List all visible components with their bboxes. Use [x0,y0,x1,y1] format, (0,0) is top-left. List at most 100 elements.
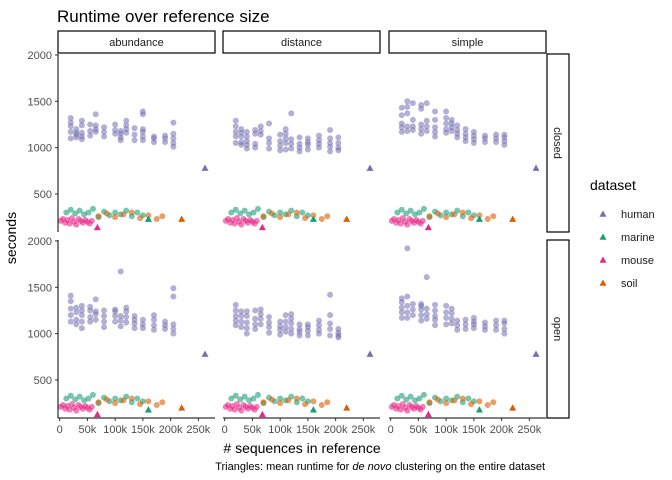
point-marine [72,210,79,217]
point-human [131,313,138,320]
point-human [131,325,138,332]
point-human [288,110,295,117]
point-marine [416,209,423,216]
point-human [252,127,259,134]
point-human [73,309,80,316]
x-tick-label: 250k [517,424,541,436]
point-human [327,127,334,134]
point-human [67,119,74,126]
point-human [315,137,322,144]
point-human [282,312,289,319]
point-mouse [419,217,426,224]
point-marine [277,395,284,402]
y-axis-label: seconds [3,212,19,264]
point-soil [153,402,160,409]
point-human [418,101,425,108]
point-human [418,130,425,137]
point-human [282,318,289,325]
point-human [304,332,311,339]
point-human [398,309,405,316]
triangle-mouse [93,223,101,231]
point-human [454,317,461,324]
point-soil [426,213,433,220]
point-human [404,245,411,252]
point-human [252,315,259,322]
point-human [117,313,124,320]
panel-abundance-open [57,268,209,418]
point-human [443,321,450,328]
x-tick-label: 100k [434,424,458,436]
point-marine [72,396,79,403]
point-human [266,140,273,146]
point-human [335,140,342,146]
x-tick-label: 250k [186,424,210,436]
strip-label-closed: closed [551,127,563,159]
triangle-mouse [258,410,266,418]
point-marine [134,209,141,216]
point-human [327,320,334,327]
point-marine [134,395,141,402]
point-human [123,122,130,129]
point-human [448,320,455,327]
point-soil [268,210,275,217]
panel-distance-open [222,291,374,418]
point-human [266,145,273,152]
point-mouse [238,221,245,228]
point-human [443,114,450,121]
y-tick-label: 1000 [28,143,52,155]
point-human [409,123,416,130]
point-marine [420,205,427,212]
point-human [238,313,245,320]
point-marine [403,210,410,217]
point-soil [260,399,267,406]
point-marine [398,206,405,213]
point-marine [254,205,261,212]
x-tick-label: 100k [268,424,292,436]
legend-key-human [599,210,607,217]
point-human [423,315,430,322]
point-soil [159,399,166,406]
point-marine [465,209,472,216]
point-marine [237,396,244,403]
point-soil [443,214,450,221]
triangle-soil [178,215,186,222]
point-human [92,296,99,303]
point-human [73,126,80,133]
point-human [266,324,273,331]
point-human [404,309,411,316]
point-human [87,127,94,134]
point-human [409,300,416,307]
point-mouse [404,221,411,228]
point-soil [310,398,317,405]
point-human [266,313,273,320]
x-tick-label: 150k [131,424,155,436]
x-tick-label: 0 [388,424,394,436]
point-human [117,323,124,330]
point-human [243,319,250,326]
caption: Triangles: mean runtime for de novo clus… [215,461,545,473]
point-human [296,134,303,141]
point-human [139,108,146,115]
point-human [432,108,439,115]
point-human [288,145,295,152]
point-human [232,117,239,124]
triangle-mouse [424,410,432,418]
point-human [443,126,450,133]
point-soil [95,399,102,406]
point-human [67,312,74,319]
point-human [243,138,250,145]
point-human [418,126,425,133]
point-human [257,315,264,322]
point-human [232,307,239,314]
point-soil [112,214,119,221]
x-tick-label: 50k [79,424,97,436]
point-soil [137,215,144,222]
point-human [101,133,108,140]
axes: 500 1000 1500 2000 500 1000 1500 2000 0 50k 100k 15… [28,50,546,436]
point-soil [451,397,458,404]
point-human [232,313,239,320]
point-soil [268,396,275,403]
point-human [232,133,239,140]
point-soil [468,215,475,222]
